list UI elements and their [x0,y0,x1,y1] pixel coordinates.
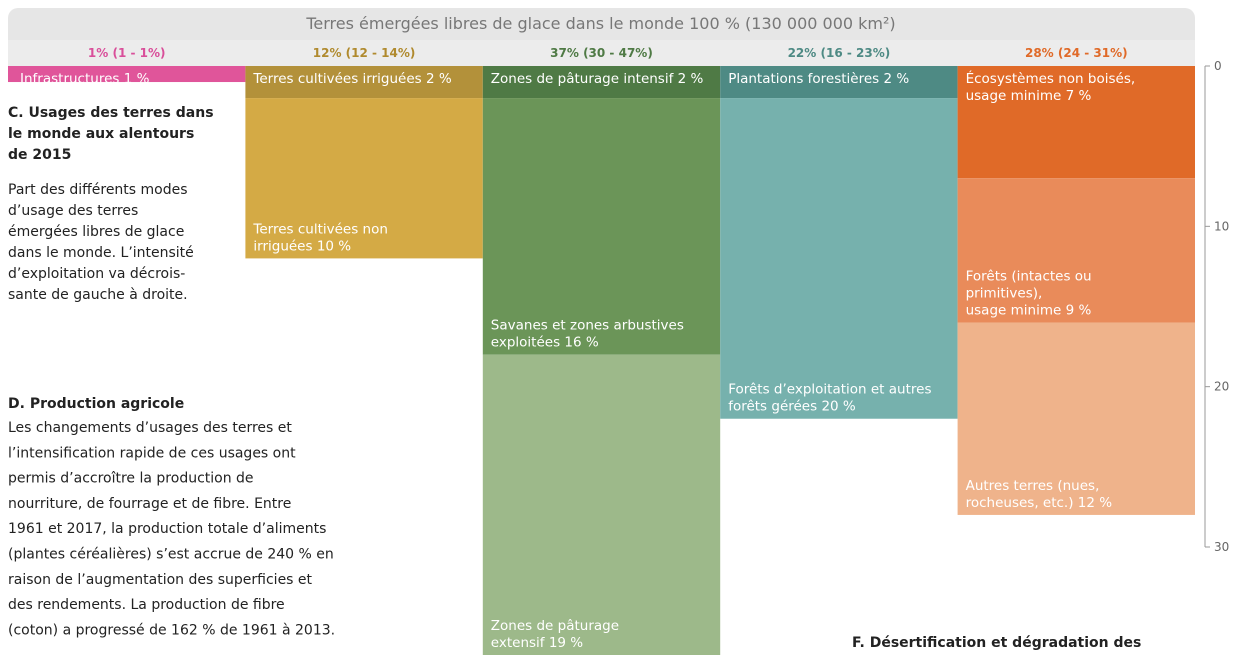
segment [245,98,483,259]
section-body: dans le monde. L’intensité [8,245,194,261]
segment-label: Zones de pâturage intensif 2 % [491,71,704,87]
segment-label: usage minime 9 % [966,303,1092,319]
section-body: raison de l’augmentation des superficies… [8,572,313,588]
y-tick-label: 20 [1214,380,1229,394]
section-body: émergées libres de glace [8,224,184,240]
column-header: 1% (1 - 1%) [88,46,166,60]
segment [8,66,246,83]
segment-label: forêts gérées 20 % [728,399,856,415]
section-body: Part des différents modes [8,182,188,198]
column-header: 28% (24 - 31%) [1025,46,1128,60]
section-body: l’intensification rapide de ces usages o… [8,445,296,461]
segment [482,354,721,655]
segment-label: exploitées 16 % [491,335,599,351]
segment-label: Autres terres (nues, [966,478,1100,494]
segment-label: primitives), [966,286,1043,302]
segment-label: Zones de pâturage [491,618,619,634]
chart-title: Terres émergées libres de glace dans le … [305,14,895,33]
section-body: Les changements d’usages des terres et [8,420,292,436]
header-row [8,40,1195,66]
segment [957,66,1195,179]
y-tick-label: 30 [1214,540,1229,554]
segment-label: Écosystèmes non boisés, [966,70,1136,87]
section-body: 1961 et 2017, la production totale d’ali… [8,521,326,537]
section-heading: D. Production agricole [8,396,184,412]
section-heading: le monde aux alentours [8,126,194,142]
column-header: 22% (16 - 23%) [788,46,891,60]
column-header: 37% (30 - 47%) [550,46,653,60]
segment [957,178,1195,323]
segment [720,98,958,419]
segment-label: Terres cultivées irriguées 2 % [252,71,451,87]
segment [245,66,483,99]
segment-label: Terres cultivées non [252,221,388,237]
section-heading: de 2015 [8,147,71,163]
segment-label: rocheuses, etc.) 12 % [966,495,1113,511]
section-body: nourriture, de fourrage et de fibre. Ent… [8,496,291,512]
section-body: (coton) a progressé de 162 % de 1961 à 2… [8,622,335,638]
section-body: d’exploitation va décrois- [8,266,185,282]
segment-label: Forêts d’exploitation et autres [728,382,931,398]
segment-label: Plantations forestières 2 % [728,71,909,87]
section-heading: F. Désertification et dégradation des [852,635,1141,651]
section-body: sante de gauche à droite. [8,287,188,303]
segment [957,322,1195,515]
segment [482,66,721,99]
segment [720,66,958,99]
section-body: permis d’accroître la production de [8,471,254,487]
column-header: 12% (12 - 14%) [313,46,416,60]
segment-label: usage minime 7 % [966,88,1092,104]
segment-label: extensif 19 % [491,635,584,651]
segment-label: Forêts (intactes ou [966,269,1092,285]
segment-label: irriguées 10 % [253,238,351,254]
section-body: (plantes céréalières) s’est accrue de 24… [8,547,334,563]
segment-label: Savanes et zones arbustives [491,318,684,334]
segment [482,98,721,355]
section-body: d’usage des terres [8,203,138,219]
section-body: des rendements. La production de fibre [8,597,285,613]
segment-label: Infrastructures 1 % [20,71,150,87]
y-tick-label: 0 [1214,59,1222,73]
y-tick-label: 10 [1214,219,1229,233]
section-heading: C. Usages des terres dans [8,105,214,121]
